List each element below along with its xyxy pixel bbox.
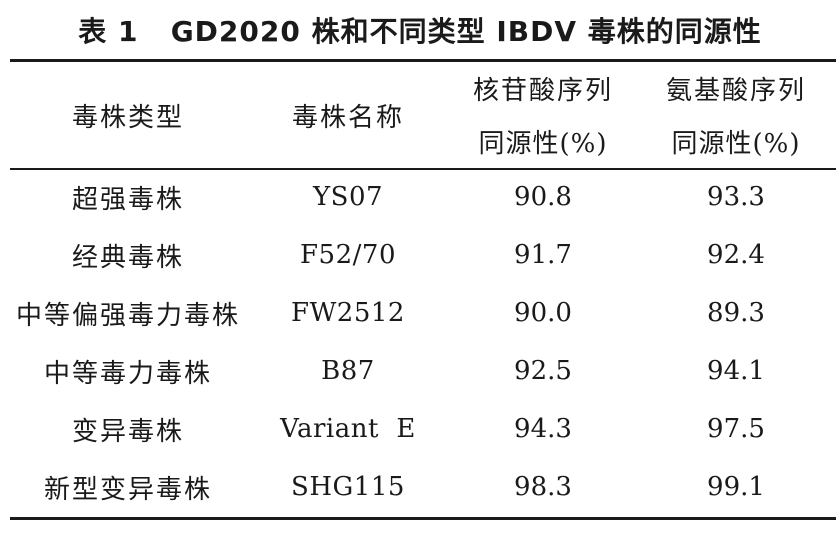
table-row: 变异毒株 Variant E 94.3 97.5 (10, 400, 836, 458)
cell-strain-name: SHG115 (291, 472, 405, 502)
cell-strain-type: 经典毒株 (71, 242, 184, 273)
table-row: 经典毒株 F52/70 91.7 92.4 (10, 226, 836, 284)
cell-nucleotide-homology: 94.3 (514, 414, 572, 444)
header-amino-acid-line1: 氨基酸序列 (665, 76, 806, 106)
cell-amino-acid-homology: 94.1 (707, 356, 765, 386)
header-strain-name: 毒株名称 (291, 102, 404, 133)
cell-nucleotide-homology: 92.5 (514, 356, 572, 386)
cell-amino-acid-homology: 89.3 (707, 298, 765, 328)
bottom-rule (10, 517, 836, 520)
table-header: 毒株类型 毒株名称 核苷酸序列 氨基酸序列 同源性(%) 同源性(%) (10, 62, 836, 168)
cell-strain-name: F52/70 (300, 240, 396, 270)
table-row: 中等偏强毒力毒株 FW2512 90.0 89.3 (10, 284, 836, 342)
cell-nucleotide-homology: 98.3 (514, 472, 572, 502)
cell-strain-type: 中等偏强毒力毒株 (15, 300, 240, 331)
cell-strain-type: 变异毒株 (71, 416, 184, 447)
table-row: 新型变异毒株 SHG115 98.3 99.1 (10, 458, 836, 516)
top-rule (10, 59, 836, 62)
cell-nucleotide-homology: 91.7 (514, 240, 572, 270)
caption-title: GD2020 株和不同类型 IBDV 毒株的同源性 (170, 15, 762, 48)
header-strain-type: 毒株类型 (71, 102, 184, 133)
cell-strain-type: 中等毒力毒株 (43, 358, 212, 389)
cell-amino-acid-homology: 93.3 (707, 182, 765, 212)
cell-amino-acid-homology: 97.5 (707, 414, 765, 444)
cell-strain-name: FW2512 (291, 298, 405, 328)
cell-amino-acid-homology: 92.4 (707, 240, 765, 270)
table-row: 超强毒株 YS07 90.8 93.3 (10, 168, 836, 226)
table-caption: 表 1 GD2020 株和不同类型 IBDV 毒株的同源性 (0, 12, 840, 52)
homology-table: 毒株类型 毒株名称 核苷酸序列 氨基酸序列 同源性(%) 同源性(%) 超强毒株… (10, 62, 836, 516)
cell-strain-type: 超强毒株 (71, 184, 184, 215)
cell-strain-name: B87 (321, 356, 375, 386)
cell-strain-name: Variant E (280, 414, 416, 444)
header-amino-acid-line2: 同源性(%) (671, 129, 801, 159)
header-nucleotide-line2: 同源性(%) (478, 129, 608, 159)
header-rule (10, 168, 836, 170)
caption-label: 表 1 (78, 15, 139, 48)
cell-nucleotide-homology: 90.0 (514, 298, 572, 328)
table-row: 中等毒力毒株 B87 92.5 94.1 (10, 342, 836, 400)
cell-nucleotide-homology: 90.8 (514, 182, 572, 212)
cell-strain-name: YS07 (312, 182, 384, 212)
header-nucleotide-line1: 核苷酸序列 (472, 76, 613, 106)
cell-amino-acid-homology: 99.1 (707, 472, 765, 502)
cell-strain-type: 新型变异毒株 (43, 474, 212, 505)
table-body: 超强毒株 YS07 90.8 93.3 经典毒株 F52/70 91.7 92.… (10, 168, 836, 516)
